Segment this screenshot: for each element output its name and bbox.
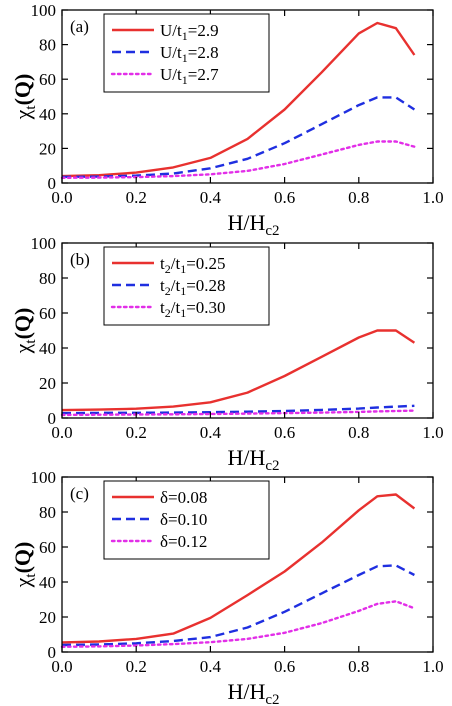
x-tick-label: 1.0: [422, 423, 443, 442]
legend-entry-3: t2/t1=0.30: [160, 298, 226, 320]
y-tick-label: 100: [31, 468, 57, 487]
y-tick-label: 60: [39, 538, 56, 557]
x-tick-label: 0.2: [126, 188, 147, 207]
y-tick-label: 100: [31, 234, 57, 253]
x-axis-title: H/Hc2: [227, 679, 279, 706]
panel-2: 0.0 0.2 0.4 0.6 0.8 1.0 0 20 40 60 80 100 H/Hc2 χt(Q)…: [10, 234, 444, 474]
series-line-3: [60, 600, 416, 648]
x-tick-label: 0.4: [200, 423, 222, 442]
panel-label: (a): [70, 17, 89, 36]
series-line-2: [61, 564, 415, 647]
x-tick-label: 0.2: [126, 423, 147, 442]
y-axis-title: χt(Q): [10, 542, 39, 589]
series-line-1: [61, 329, 416, 412]
x-tick-label: 0.6: [274, 188, 295, 207]
y-tick-label: 0: [48, 174, 57, 193]
legend-entry-2: δ=0.10: [160, 510, 207, 529]
y-tick-label: 20: [39, 374, 56, 393]
x-tick-label: 0.0: [51, 188, 72, 207]
x-tick-label: 1.0: [422, 657, 443, 676]
series-line-2: [61, 96, 416, 179]
y-tick-label: 80: [39, 269, 56, 288]
x-tick-label: 1.0: [422, 188, 443, 207]
legend-entry-1: U/t1=2.9: [160, 21, 219, 43]
y-tick-label: 0: [48, 643, 57, 662]
y-axis-title: χt(Q): [10, 308, 39, 355]
y-axis-title: χt(Q): [10, 74, 39, 121]
legend-entry-1: δ=0.08: [160, 488, 207, 507]
series-line-1: [61, 493, 416, 644]
x-axis-title: H/Hc2: [227, 445, 279, 474]
series-line-2: [61, 404, 415, 415]
y-tick-label: 0: [48, 409, 57, 428]
y-tick-label: 80: [39, 36, 56, 55]
x-tick-label: 0.6: [274, 423, 295, 442]
y-tick-label: 40: [39, 105, 56, 124]
panel-3: 0.0 0.2 0.4 0.6 0.8 1.0 0 20 40 60 80 100 H/Hc2 χt(Q)…: [10, 468, 444, 706]
x-tick-label: 0.8: [348, 188, 369, 207]
panel-label: (c): [70, 484, 89, 503]
y-tick-label: 20: [39, 608, 56, 627]
x-tick-label: 0.4: [200, 188, 222, 207]
legend-entry-3: U/t1=2.7: [160, 65, 219, 87]
legend-entry-2: U/t1=2.8: [160, 43, 219, 65]
y-tick-label: 60: [39, 70, 56, 89]
y-tick-label: 20: [39, 139, 56, 158]
legend-entry-1: t2/t1=0.25: [160, 254, 226, 276]
x-tick-label: 0.0: [51, 423, 72, 442]
series-line-3: [60, 140, 416, 180]
y-tick-label: 80: [39, 503, 56, 522]
series-line-3: [60, 409, 416, 417]
x-tick-label: 0.2: [126, 657, 147, 676]
y-tick-label: 40: [39, 339, 56, 358]
x-tick-label: 0.8: [348, 657, 369, 676]
y-tick-label: 60: [39, 304, 56, 323]
legend-entry-3: δ=0.12: [160, 532, 207, 551]
plot-frame: [61, 476, 434, 653]
panel-1: 0.0 0.2 0.4 0.6 0.8 1.0 0 20 40 60 80 100 H/Hc2 χt(Q)…: [10, 1, 444, 239]
x-tick-label: 0.4: [200, 657, 222, 676]
x-tick-label: 0.6: [274, 657, 295, 676]
x-tick-label: 0.0: [51, 657, 72, 676]
y-tick-label: 40: [39, 573, 56, 592]
legend-entry-2: t2/t1=0.28: [160, 276, 226, 298]
plot-frame: [61, 242, 434, 419]
plot-frame: [61, 9, 434, 184]
series-line-1: [61, 21, 416, 178]
y-tick-label: 100: [31, 1, 57, 20]
panel-label: (b): [70, 250, 90, 269]
x-axis-title: H/Hc2: [227, 210, 279, 239]
x-tick-label: 0.8: [348, 423, 369, 442]
